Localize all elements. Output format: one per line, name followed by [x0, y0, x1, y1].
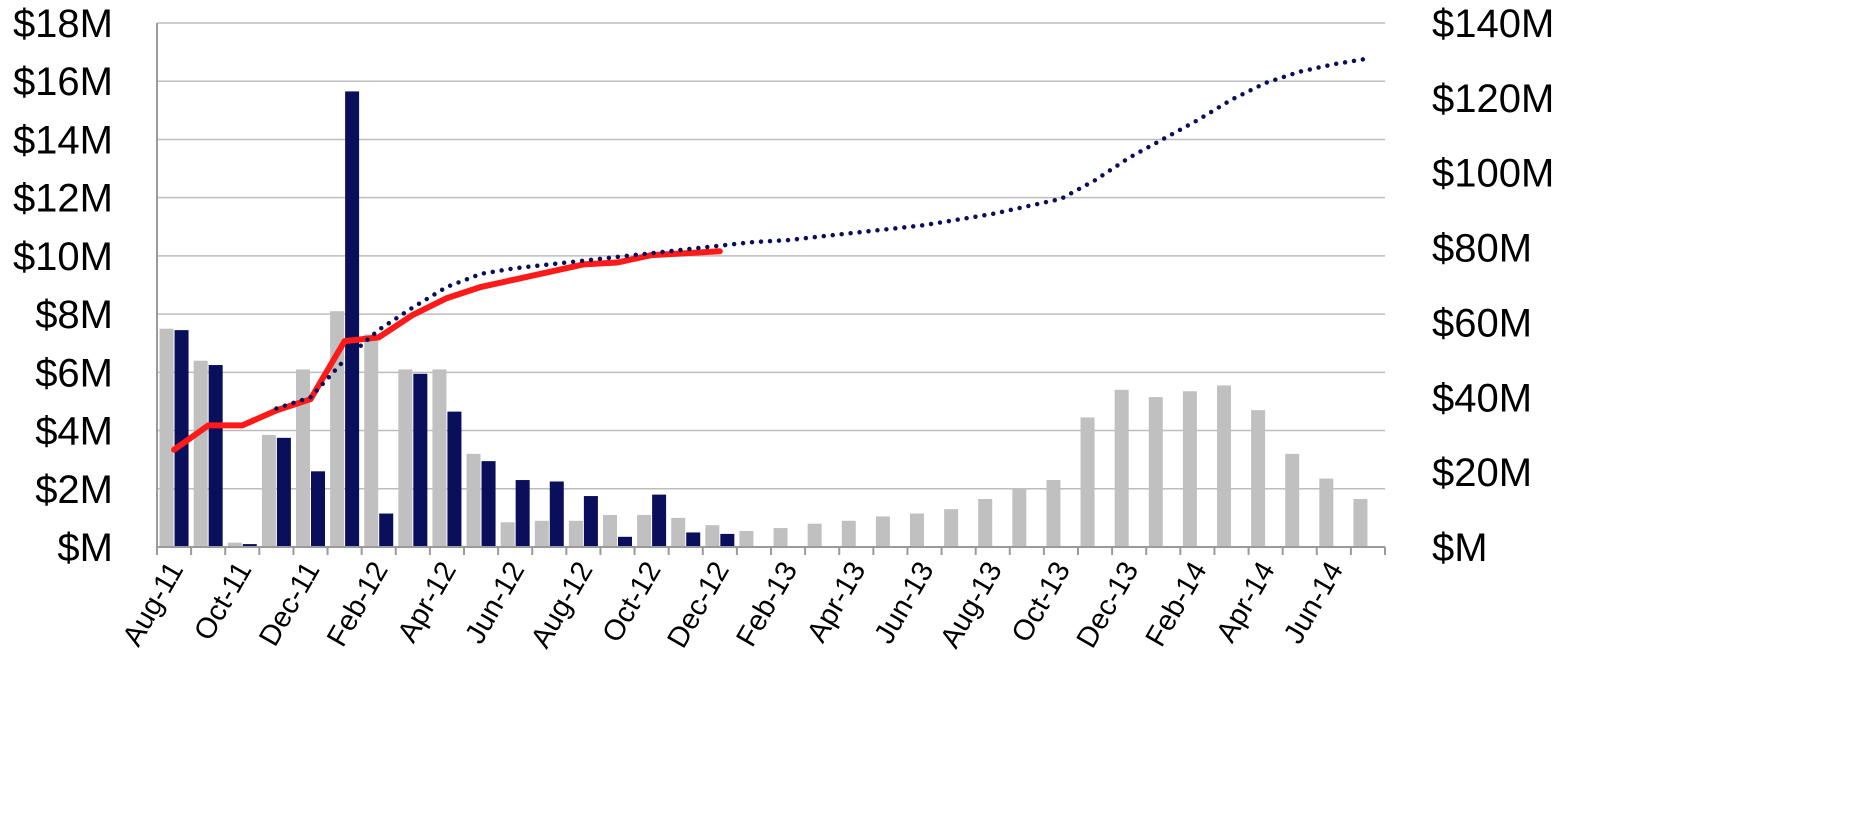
bar-grey	[1217, 385, 1231, 547]
x-tick-label: Jun-12	[459, 557, 531, 650]
bar-grey	[1114, 389, 1129, 547]
bar-grey	[807, 523, 822, 547]
bar-navy	[311, 471, 325, 547]
x-tick-label: Feb-14	[1140, 557, 1214, 653]
bar-grey	[1353, 498, 1368, 547]
y-left-tick-label: $12M	[13, 177, 113, 221]
bar-grey	[1012, 488, 1027, 547]
line-dotted	[274, 56, 1371, 411]
line-solid	[171, 248, 723, 453]
x-tick-label: Feb-12	[321, 557, 395, 653]
x-tick-label: Jun-13	[869, 557, 941, 650]
bar-grey	[432, 369, 447, 547]
bar-navy	[413, 373, 428, 547]
bar-navy	[549, 481, 564, 547]
y-right-tick-label: $60M	[1432, 301, 1532, 345]
x-tick-label: Apr-12	[392, 557, 463, 648]
bar-navy	[481, 461, 496, 547]
bar-grey	[1182, 391, 1197, 547]
bar-grey	[637, 514, 652, 547]
bar-navy	[276, 437, 291, 547]
y-left-tick-label: $16M	[13, 60, 113, 104]
bars	[159, 91, 1368, 548]
bar-navy	[174, 330, 189, 547]
x-tick-label: Dec-13	[1071, 557, 1145, 654]
y-left-tick-label: $8M	[35, 293, 113, 337]
lines	[171, 56, 1371, 453]
x-tick-label: Feb-13	[730, 557, 804, 653]
x-tick-label: Apr-14	[1210, 557, 1281, 648]
bar-grey	[705, 525, 720, 547]
bar-grey	[398, 369, 413, 547]
bar-grey	[159, 328, 174, 547]
bar-grey	[568, 520, 583, 547]
tick-labels: $M $2M $4M $6M $8M $10M $12M $14M $16M $18M $M $20M…	[13, 2, 1554, 653]
x-tick-label: Jun-14	[1278, 557, 1350, 650]
bar-grey	[944, 509, 959, 547]
y-right-tick-label: $40M	[1432, 376, 1532, 420]
y-left-tick-label: $14M	[13, 118, 113, 162]
bar-grey	[739, 530, 754, 547]
bar-grey	[671, 517, 686, 547]
bar-grey	[364, 334, 379, 547]
x-tick-label: Aug-13	[934, 556, 1008, 653]
bar-navy	[583, 496, 598, 547]
y-right-tick-label: $M	[1432, 526, 1488, 570]
bar-navy	[652, 494, 667, 547]
x-tick-label: Aug-11	[117, 557, 190, 652]
bar-grey	[466, 453, 481, 547]
bar-grey	[978, 498, 993, 547]
bar-grey	[910, 513, 924, 547]
x-tick-label: Oct-11	[188, 557, 258, 647]
bar-grey	[500, 522, 515, 547]
y-left-tick-label: $2M	[35, 468, 113, 512]
bar-grey	[1285, 453, 1300, 547]
bar-navy	[447, 411, 462, 547]
bar-navy	[618, 536, 632, 547]
bar-grey	[773, 528, 788, 547]
bar-grey	[1251, 410, 1266, 547]
bar-grey	[193, 360, 208, 547]
bar-navy	[345, 91, 360, 548]
x-tick-label: Dec-11	[253, 557, 326, 652]
y-right-tick-label: $140M	[1432, 2, 1554, 46]
bar-navy	[379, 513, 394, 547]
bar-navy	[208, 365, 223, 547]
bar-grey	[841, 520, 856, 547]
bar-grey	[296, 369, 310, 547]
bar-grey	[603, 514, 617, 547]
grid	[157, 22, 1385, 490]
y-right-tick-label: $20M	[1432, 451, 1532, 495]
bar-grey	[261, 434, 276, 547]
bar-grey	[1319, 478, 1334, 547]
bar-grey	[1046, 480, 1061, 547]
bar-grey	[1080, 417, 1095, 547]
x-tick-label: Aug-12	[525, 557, 599, 654]
x-tick-label: Oct-12	[596, 557, 667, 648]
bar-grey	[227, 542, 242, 547]
x-tick-label: Dec-12	[661, 557, 735, 654]
y-right-tick-label: $100M	[1432, 152, 1554, 196]
bar-grey	[534, 520, 549, 547]
y-left-tick-label: $10M	[13, 235, 113, 279]
bar-navy	[686, 532, 701, 547]
bar-grey	[1148, 397, 1163, 547]
bar-navy	[515, 480, 530, 547]
y-left-tick-label: $4M	[35, 410, 113, 454]
y-left-tick-label: $M	[57, 526, 113, 570]
y-right-tick-label: $80M	[1432, 227, 1532, 271]
y-right-tick-label: $120M	[1432, 77, 1554, 121]
bar-navy	[720, 533, 735, 547]
x-tick-label: Oct-13	[1006, 557, 1077, 648]
y-left-tick-label: $6M	[35, 351, 113, 395]
x-tick-label: Apr-13	[801, 557, 872, 648]
bar-grey	[875, 516, 890, 547]
axes	[156, 23, 1386, 555]
bar-navy	[242, 544, 257, 547]
y-left-tick-label: $18M	[13, 2, 113, 46]
